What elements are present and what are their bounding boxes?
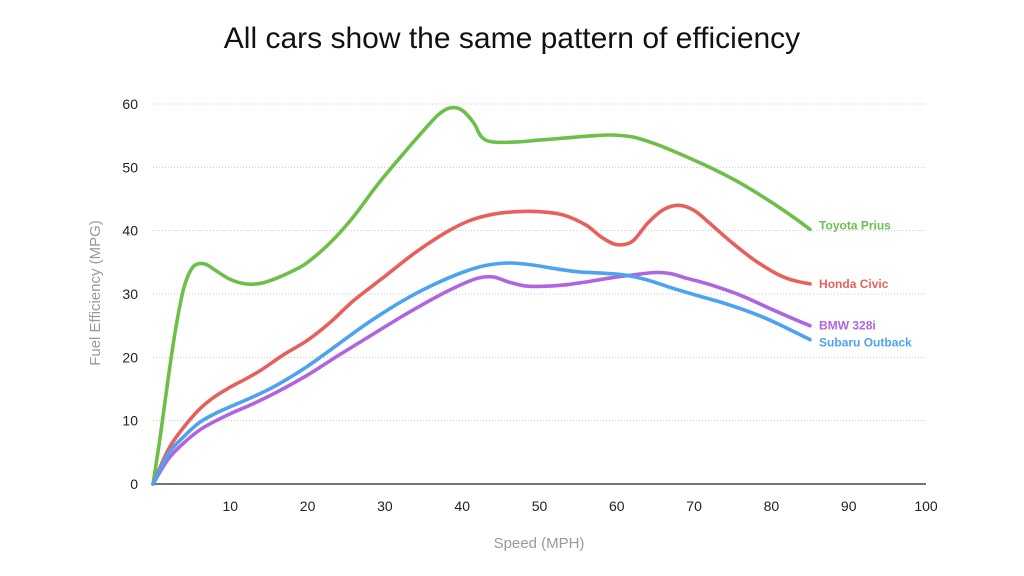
y-axis-title: Fuel Efficiency (MPG) [87,220,104,366]
series-line-toyota-prius [151,105,812,486]
x-tick-label: 10 [223,498,239,514]
series-label-subaru-outback: Subaru Outback [819,336,912,350]
y-tick-label: 60 [122,96,138,112]
x-tick-label: 60 [609,498,625,514]
x-tick-labels: 10 20 30 40 50 60 70 80 90 100 [223,498,938,514]
x-tick-label: 100 [914,498,938,514]
y-tick-label: 20 [122,349,138,365]
x-tick-label: 70 [686,498,702,514]
x-tick-label: 90 [841,498,857,514]
series-labels: Toyota Prius Honda Civic BMW 328i Subaru Ou… [819,218,912,349]
y-tick-label: 40 [122,223,138,239]
x-tick-label: 40 [454,498,470,514]
series-line-bmw-328i [151,270,812,486]
x-axis-title: Speed (MPH) [494,535,585,552]
y-tick-labels: 0 10 20 30 40 50 60 [122,96,138,492]
y-tick-label: 0 [130,476,138,492]
grid-layer [153,103,926,422]
y-tick-label: 30 [122,286,138,302]
x-tick-label: 30 [377,498,393,514]
chart-title: All cars show the same pattern of effici… [223,22,801,55]
y-tick-label: 10 [122,413,138,429]
series-label-bmw-328i: BMW 328i [819,319,876,333]
x-tick-label: 50 [532,498,548,514]
x-tick-label: 80 [764,498,780,514]
x-tick-label: 20 [300,498,316,514]
series-label-toyota-prius: Toyota Prius [819,218,891,232]
series-line-honda-civic [151,203,812,486]
series-label-honda-civic: Honda Civic [819,277,889,291]
series-line-subaru-outback [151,261,812,486]
series-lines [151,105,812,486]
y-tick-label: 50 [122,159,138,175]
